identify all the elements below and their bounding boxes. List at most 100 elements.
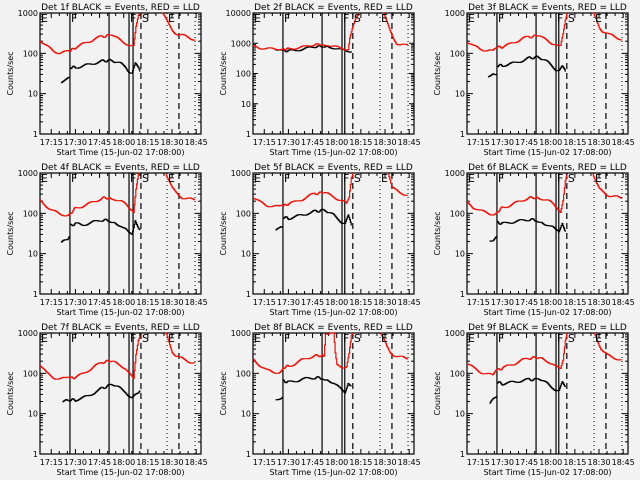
y-tick-label: 1000: [445, 169, 465, 178]
y-tick-label: 100: [450, 49, 465, 58]
y-tick-label: 10: [455, 250, 465, 259]
lld-series-line: [592, 173, 623, 199]
marker-label: F: [557, 12, 563, 25]
lld-series-line: [40, 172, 140, 217]
x-tick-label: 17:15: [467, 138, 490, 147]
marker-label: E: [41, 12, 48, 25]
y-tick-label: 100: [23, 49, 38, 58]
x-tick-label: 18:30: [160, 138, 183, 147]
y-tick-label: 10: [455, 410, 465, 419]
y-axis-label: Counts/sec: [433, 211, 442, 255]
detector-plot-8: Det 8f BLACK = Events, RED = LLD 1 10 100 10…: [219, 323, 421, 477]
events-series-line: [275, 45, 352, 53]
x-axis-label: Start Time (15-Jun-02 17:08:00): [57, 148, 185, 157]
y-tick-label: 1: [33, 450, 38, 459]
x-tick-label: 18:15: [349, 138, 372, 147]
events-series-line: [275, 396, 283, 401]
x-tick-label: 18:30: [373, 298, 396, 307]
x-tick-label: 18:30: [587, 458, 610, 467]
y-tick-label: 1: [33, 290, 38, 299]
events-series-line: [62, 383, 141, 403]
detector-plot-9: Det 9f BLACK = Events, RED = LLD 1 10 100 10…: [433, 323, 635, 477]
x-tick-label: 18:45: [612, 138, 635, 147]
x-tick-label: 18:30: [160, 458, 183, 467]
marker-label: E: [381, 12, 388, 25]
plot-title: Det 6f BLACK = Events, RED = LLD: [468, 163, 627, 173]
marker-label: E: [41, 172, 48, 185]
x-tick-label: 18:15: [563, 298, 586, 307]
x-tick-label: 17:15: [253, 298, 276, 307]
detector-plot-2: Det 2f BLACK = Events, RED = LLD 1 10 100 10…: [219, 3, 421, 157]
y-axis-label: Counts/sec: [219, 211, 228, 255]
lld-series-line: [467, 174, 568, 216]
events-series-line: [60, 76, 70, 84]
x-tick-label: 18:30: [587, 298, 610, 307]
marker-label: E: [595, 332, 602, 345]
plot-title: Det 8f BLACK = Events, RED = LLD: [254, 323, 413, 333]
x-tick-label: 18:00: [325, 138, 348, 147]
x-tick-label: 18:00: [112, 458, 135, 467]
detector-plot-7: Det 7f BLACK = Events, RED = LLD 1 10 100 10…: [6, 323, 208, 477]
marker-label: E: [254, 12, 261, 25]
y-tick-label: 1000: [231, 329, 251, 338]
x-tick-label: 17:45: [515, 138, 538, 147]
x-tick-label: 18:15: [349, 298, 372, 307]
y-axis-label: Counts/sec: [219, 371, 228, 415]
lld-series-line: [40, 334, 141, 380]
plot-frame: [252, 172, 415, 295]
x-tick-label: 17:30: [277, 458, 300, 467]
lld-series-line: [253, 13, 360, 51]
x-tick-label: 17:45: [515, 458, 538, 467]
plot-title: Det 9f BLACK = Events, RED = LLD: [468, 323, 627, 333]
y-tick-label: 100: [450, 369, 465, 378]
y-tick-label: 1: [460, 290, 465, 299]
x-tick-label: 17:30: [491, 138, 514, 147]
x-tick-label: 18:30: [160, 298, 183, 307]
lld-series-line: [594, 332, 623, 361]
marker-label: E: [254, 332, 261, 345]
y-axis-label: Counts/sec: [6, 211, 15, 255]
plot-title: Det 3f BLACK = Events, RED = LLD: [468, 3, 627, 13]
marker-label: E: [41, 332, 48, 345]
x-axis-label: Start Time (15-Jun-02 17:08:00): [270, 468, 398, 477]
x-tick-label: 17:45: [88, 138, 111, 147]
events-series-line: [69, 58, 141, 74]
y-tick-label: 1: [460, 450, 465, 459]
x-tick-label: 18:45: [185, 138, 208, 147]
x-tick-label: 18:00: [112, 298, 135, 307]
events-series-line: [496, 377, 566, 392]
lld-series-line: [383, 12, 409, 46]
lld-series-line: [380, 332, 409, 360]
plot-frame: [466, 172, 629, 295]
events-series-line: [489, 395, 498, 404]
x-tick-label: 18:45: [398, 298, 421, 307]
marker-label: F: [498, 12, 504, 25]
plot-title: Det 5f BLACK = Events, RED = LLD: [254, 163, 413, 173]
marker-label: E: [595, 12, 602, 25]
marker-label: E: [595, 172, 602, 185]
x-tick-label: 17:30: [277, 138, 300, 147]
events-series-line: [282, 376, 352, 394]
x-axis-label: Start Time (15-Jun-02 17:08:00): [57, 468, 185, 477]
x-tick-label: 17:45: [301, 458, 324, 467]
x-tick-label: 18:30: [587, 138, 610, 147]
x-tick-label: 17:45: [88, 298, 111, 307]
x-tick-label: 18:15: [136, 138, 159, 147]
marker-label: S: [568, 172, 575, 185]
plot-frame: [39, 172, 202, 295]
x-tick-label: 17:15: [467, 298, 490, 307]
marker-label: E: [468, 172, 475, 185]
y-tick-label: 10: [241, 410, 251, 419]
events-series-line: [275, 226, 283, 231]
marker-label: E: [468, 332, 475, 345]
y-axis-label: Counts/sec: [6, 371, 15, 415]
marker-label: F: [71, 12, 77, 25]
lld-series-line: [165, 173, 196, 201]
x-tick-label: 18:45: [185, 458, 208, 467]
marker-label: F: [343, 172, 349, 185]
marker-label: E: [168, 332, 175, 345]
y-tick-label: 100: [236, 369, 251, 378]
x-tick-label: 18:15: [349, 458, 372, 467]
x-axis-label: Start Time (15-Jun-02 17:08:00): [57, 308, 185, 317]
marker-label: S: [142, 12, 149, 25]
